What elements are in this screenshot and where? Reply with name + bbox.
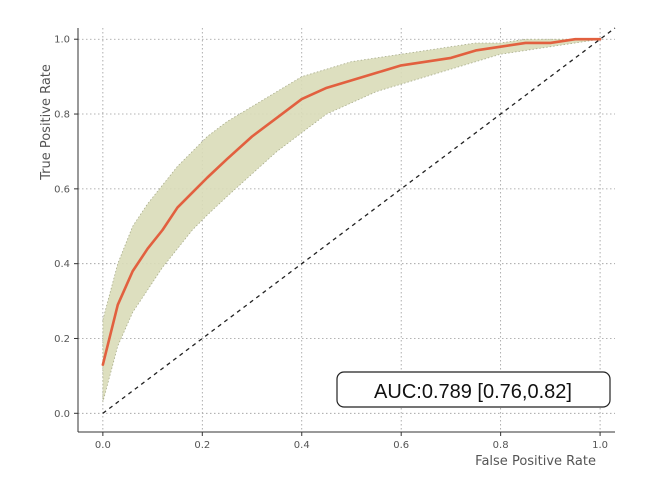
x-axis-title: False Positive Rate bbox=[475, 454, 596, 469]
series-layer bbox=[101, 37, 602, 366]
roc-curve-line bbox=[101, 37, 602, 366]
y-tick-label: 0.4 bbox=[54, 259, 70, 270]
y-tick-label: 1.0 bbox=[54, 35, 70, 46]
auc-annotation-box bbox=[336, 371, 611, 408]
y-tick-label: 0.6 bbox=[54, 184, 70, 195]
x-tick-label: 0.2 bbox=[194, 440, 210, 451]
y-tick-label: 0.8 bbox=[54, 110, 70, 121]
auc-annotation-text: AUC:0.789 [0.76,0.82] bbox=[374, 381, 572, 403]
x-tick-label: 0.0 bbox=[95, 440, 111, 451]
tick-labels: 0.0 0.2 0.4 0.6 0.8 1.0 0.0 0.2 0.4 0.6 0.8 1.0 bbox=[54, 35, 608, 451]
confidence-band bbox=[102, 38, 601, 403]
y-axis-title: True Positive Rate bbox=[39, 64, 54, 181]
axes bbox=[74, 28, 615, 436]
y-tick-label: 0.2 bbox=[54, 334, 70, 345]
x-tick-label: 0.8 bbox=[493, 440, 509, 451]
confidence-band-layer bbox=[102, 38, 601, 403]
y-tick-label: 0.0 bbox=[54, 409, 70, 420]
chance-reference-line bbox=[102, 27, 616, 414]
reference-line-layer bbox=[102, 27, 616, 414]
x-tick-label: 1.0 bbox=[592, 440, 608, 451]
x-tick-label: 0.4 bbox=[294, 440, 310, 451]
x-tick-label: 0.6 bbox=[393, 440, 409, 451]
auc-annotation: AUC:0.789 [0.76,0.82] bbox=[336, 371, 611, 408]
